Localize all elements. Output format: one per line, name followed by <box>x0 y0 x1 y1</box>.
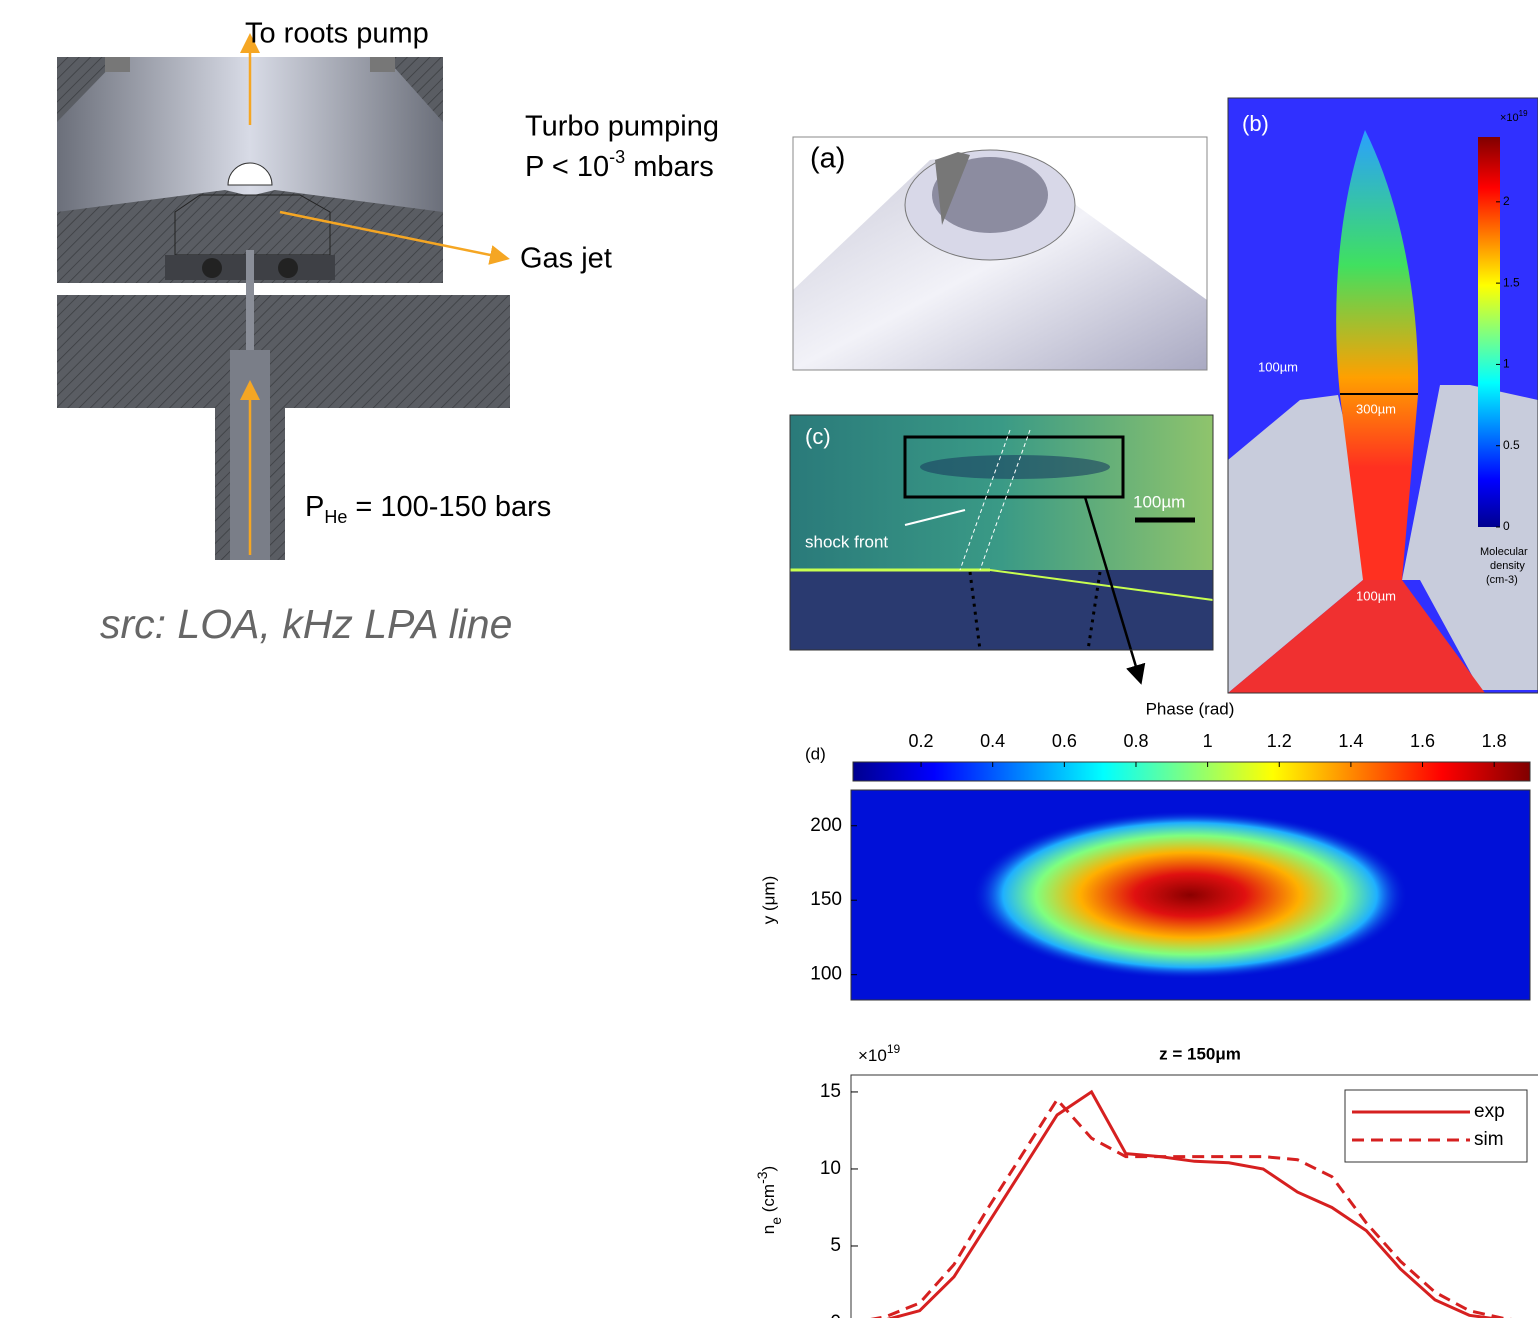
text: ×10 <box>1500 112 1519 124</box>
text: 19 <box>1519 109 1528 118</box>
text: = 100-150 bars <box>347 491 551 523</box>
label: P < 10-3 mbars <box>525 147 714 183</box>
colorbar-title: (cm-3) <box>1486 574 1518 586</box>
text: He <box>324 507 347 527</box>
colorbar-tick-label: 2 <box>1503 194 1510 208</box>
label: To roots pump <box>245 18 429 50</box>
label: PHe = 100-150 bars <box>305 491 551 527</box>
axis-label: y (μm) <box>759 876 778 925</box>
panel-a-image <box>793 137 1207 370</box>
y-tick-label: 0 <box>830 1312 841 1318</box>
panel-b-image <box>1228 98 1538 693</box>
panel-label: (a) <box>810 143 845 175</box>
colorbar-title: Molecular <box>1480 546 1528 558</box>
text: P <box>305 491 324 523</box>
y-tick-label: 100 <box>810 964 842 985</box>
multiplier: ×1019 <box>858 1042 901 1065</box>
nozzle-diagram <box>57 38 510 560</box>
colorbar-tick-label: 1.4 <box>1338 731 1363 751</box>
colorbar-tick-label: 0.6 <box>1052 731 1077 751</box>
caption: src: LOA, kHz LPA line <box>100 601 512 647</box>
text: n <box>759 1225 778 1234</box>
panel-label: (c) <box>805 424 831 449</box>
panel-label: (b) <box>1242 111 1269 136</box>
colorbar-title: Phase (rad) <box>1146 699 1235 718</box>
annotation: 100µm <box>1258 359 1298 374</box>
text: 19 <box>887 1042 901 1056</box>
colorbar-title: density <box>1490 560 1525 572</box>
text: mbars <box>625 151 714 183</box>
colorbar-tick-label: 1 <box>1203 731 1213 751</box>
y-tick-label: 200 <box>810 815 842 836</box>
colorbar-tick-label: 1.6 <box>1410 731 1435 751</box>
y-tick-label: 150 <box>810 889 842 910</box>
slide: To roots pump Turbo pumping P < 10-3 mba… <box>0 0 1538 1318</box>
text: (cm <box>759 1184 778 1217</box>
colorbar-tick-label: 0.4 <box>980 731 1005 751</box>
label: Turbo pumping <box>525 111 719 143</box>
label: Gas jet <box>520 243 612 275</box>
text: e <box>768 1217 784 1225</box>
text: P < 10 <box>525 151 609 183</box>
colorbar-tick-label: 1.8 <box>1482 731 1507 751</box>
colorbar-tick-label: 0.2 <box>909 731 934 751</box>
scale-label: 100µm <box>1133 492 1185 511</box>
colorbar-tick-label: 1.5 <box>1503 275 1520 289</box>
y-tick-label: 10 <box>820 1158 841 1179</box>
y-tick-label: 5 <box>830 1235 841 1256</box>
y-tick-label: 15 <box>820 1081 841 1102</box>
colorbar-tick-label: 1 <box>1503 357 1510 371</box>
legend-label: exp <box>1474 1101 1505 1122</box>
text: -3 <box>609 147 625 167</box>
colorbar-tick-label: 0.8 <box>1123 731 1148 751</box>
panel-label: (d) <box>805 744 826 763</box>
annotation: 300µm <box>1356 401 1396 416</box>
colorbar <box>853 762 1530 781</box>
text: ×10 <box>858 1046 887 1065</box>
heatmap <box>851 790 1530 1000</box>
colorbar-tick-label: 1.2 <box>1267 731 1292 751</box>
text: -3 <box>754 1171 770 1184</box>
annotation: 100µm <box>1356 588 1396 603</box>
colorbar-tick-label: 0.5 <box>1503 438 1520 452</box>
text: ) <box>759 1166 778 1172</box>
chart-title: z = 150μm <box>1159 1044 1241 1063</box>
legend-label: sim <box>1474 1129 1504 1150</box>
annotation: shock front <box>805 532 888 551</box>
colorbar-tick-label: 0 <box>1503 519 1510 533</box>
axis-label: ne (cm-3) <box>754 1166 784 1234</box>
